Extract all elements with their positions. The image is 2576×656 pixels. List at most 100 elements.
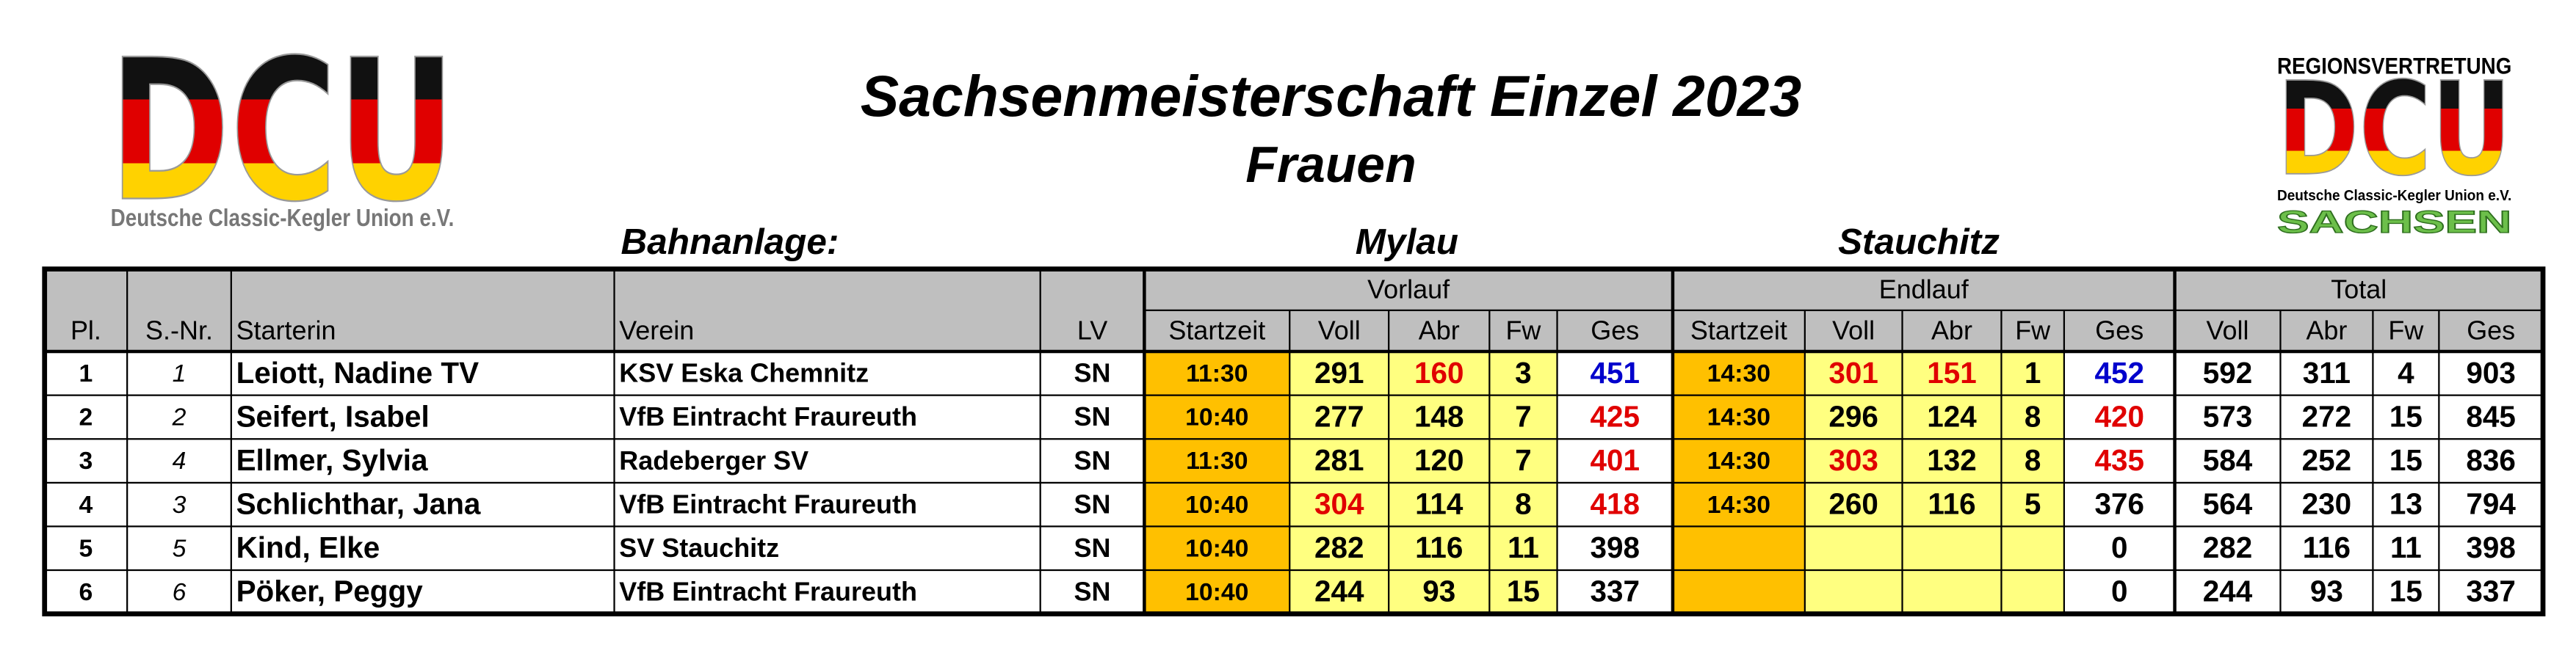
cell: SN bbox=[1074, 445, 1111, 475]
cell: 452 bbox=[2094, 356, 2144, 390]
cell: 14:30 bbox=[1707, 491, 1770, 519]
cell: 272 bbox=[2302, 399, 2352, 433]
cell: SN bbox=[1074, 577, 1111, 607]
cell: 5 bbox=[79, 534, 93, 562]
cell: 15 bbox=[2389, 399, 2423, 433]
cell: 376 bbox=[2094, 487, 2144, 521]
cell-bg bbox=[1489, 569, 1557, 614]
logo-mark: DCU bbox=[109, 18, 455, 245]
cell-bg bbox=[2439, 526, 2544, 570]
cell-bg bbox=[231, 439, 615, 483]
cell-bg bbox=[1144, 569, 1290, 614]
cell: 836 bbox=[2466, 443, 2516, 477]
logo-caption: Deutsche Classic-Kegler Union e.V. bbox=[111, 204, 455, 232]
cell-bg bbox=[1902, 395, 2002, 440]
column-header: Fw bbox=[1505, 316, 1541, 346]
cell-bg bbox=[614, 351, 1041, 396]
cell-bg bbox=[1489, 351, 1557, 396]
column-header: LV bbox=[1077, 316, 1107, 346]
cell-bg bbox=[1144, 482, 1290, 527]
cell: 8 bbox=[2025, 399, 2041, 433]
cell-bg bbox=[2373, 351, 2439, 396]
cell-bg bbox=[2063, 395, 2175, 440]
cell-bg bbox=[1289, 351, 1389, 396]
column-header: Starterin bbox=[236, 316, 336, 346]
cell-bg bbox=[2063, 482, 2175, 527]
cell-bg bbox=[2439, 351, 2544, 396]
cell-bg bbox=[2439, 569, 2544, 614]
cell: 398 bbox=[2466, 531, 2516, 564]
cell: 0 bbox=[2111, 531, 2128, 564]
cell-bg bbox=[1804, 482, 1903, 527]
cell: 573 bbox=[2203, 399, 2253, 433]
cell-bg bbox=[1289, 439, 1389, 483]
column-header: Fw bbox=[2388, 316, 2424, 346]
cell: 11 bbox=[1508, 531, 1539, 564]
cell-bg bbox=[2174, 526, 2281, 570]
cell: 4 bbox=[2398, 356, 2414, 390]
cell-bg bbox=[2280, 569, 2373, 614]
cell-bg bbox=[231, 351, 615, 396]
venue-label: Bahnanlage: bbox=[621, 222, 839, 262]
cell: 244 bbox=[2203, 575, 2253, 608]
cell: 11:30 bbox=[1186, 447, 1248, 475]
cell-bg bbox=[44, 482, 128, 527]
cell-bg bbox=[1672, 351, 1805, 396]
cell: 337 bbox=[2466, 575, 2516, 608]
column-header: S.-Nr. bbox=[145, 316, 213, 346]
cell: 93 bbox=[1422, 575, 1455, 608]
cell-bg bbox=[2174, 482, 2281, 527]
cell-bg bbox=[2439, 439, 2544, 483]
cell-bg bbox=[1389, 439, 1490, 483]
cell: 903 bbox=[2466, 356, 2516, 390]
cell-bg bbox=[2280, 351, 2373, 396]
cell: 15 bbox=[2389, 575, 2423, 608]
cell: 451 bbox=[1590, 356, 1640, 390]
cell-bg bbox=[231, 482, 615, 527]
cell: 296 bbox=[1828, 399, 1878, 433]
cell-bg bbox=[614, 439, 1041, 483]
cell-bg bbox=[1672, 569, 1805, 614]
cell-bg bbox=[127, 482, 231, 527]
cell: 4 bbox=[79, 491, 93, 519]
cell-bg bbox=[2373, 526, 2439, 570]
cell: 337 bbox=[1590, 575, 1640, 608]
cell: 114 bbox=[1415, 487, 1464, 521]
column-header: Voll bbox=[2207, 316, 2249, 346]
cell-bg bbox=[2280, 482, 2373, 527]
cell-bg bbox=[1557, 482, 1673, 527]
cell: 10:40 bbox=[1185, 491, 1248, 519]
group-header: Endlauf bbox=[1879, 274, 1969, 304]
cell: 398 bbox=[1590, 531, 1640, 564]
cell-bg bbox=[1804, 395, 1903, 440]
cell: 2 bbox=[172, 404, 187, 431]
cell: 435 bbox=[2094, 443, 2144, 477]
cell-bg bbox=[1489, 482, 1557, 527]
title: Sachsenmeisterschaft Einzel 2023 bbox=[861, 64, 1802, 128]
cell-bg bbox=[1557, 395, 1673, 440]
cell-bg bbox=[1672, 395, 1805, 440]
subtitle: Frauen bbox=[1245, 136, 1416, 193]
logo-top: REGIONSVERTRETUNG bbox=[2277, 54, 2511, 79]
cell-bg bbox=[1804, 569, 1903, 614]
cell: 11:30 bbox=[1186, 360, 1248, 387]
cell: 10:40 bbox=[1185, 534, 1248, 562]
cell-bg bbox=[614, 482, 1041, 527]
cell-bg bbox=[1672, 439, 1805, 483]
table-border bbox=[42, 266, 2546, 616]
cell-bg bbox=[1902, 482, 2002, 527]
cell-bg bbox=[1489, 526, 1557, 570]
cell-bg bbox=[1389, 482, 1490, 527]
cell: Radeberger SV bbox=[619, 445, 808, 475]
cell: 3 bbox=[79, 447, 93, 475]
column-header: Abr bbox=[2306, 316, 2347, 346]
cell: 311 bbox=[2303, 356, 2351, 390]
cell: 230 bbox=[2302, 487, 2352, 521]
cell: 3 bbox=[1515, 356, 1532, 390]
cell-bg bbox=[2373, 569, 2439, 614]
cell-bg bbox=[127, 439, 231, 483]
cell-bg bbox=[2001, 526, 2064, 570]
cell-bg bbox=[44, 439, 128, 483]
cell-bg bbox=[1389, 395, 1490, 440]
cell-bg bbox=[2174, 439, 2281, 483]
